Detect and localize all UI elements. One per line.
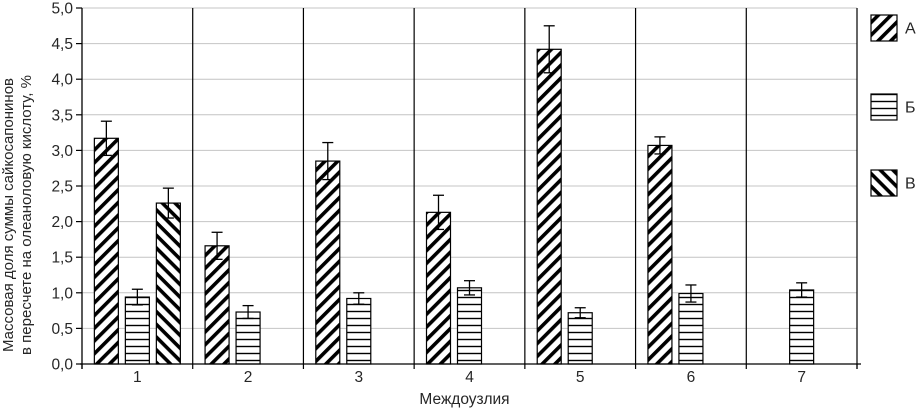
bar-Б-1 [124,296,150,365]
legend-label: Б [905,100,916,117]
bar-Б-2 [235,311,261,365]
legend-item-Б: Б [870,93,916,121]
bar-Б-6 [678,292,704,365]
x-axis-ticks [81,364,858,369]
bar-А-4 [425,211,452,365]
error-bar-А-6 [654,136,666,155]
x-tick-label: 6 [687,369,696,386]
y-tick-label: 2,5 [51,179,73,196]
error-bar-А-4 [433,194,444,231]
error-bar-А-3 [322,141,334,181]
legend-item-В: В [870,169,916,197]
y-tick-label: 4,5 [51,36,73,53]
y-tick-label: 0,5 [51,321,73,338]
axes [80,8,861,369]
x-tick-label: 5 [576,369,585,386]
x-tick-label: 1 [133,369,142,386]
bar-В-1 [155,202,181,365]
legend-label: А [905,21,916,38]
bar-А-6 [647,144,673,365]
legend-swatch-horizontal-icon [870,93,898,121]
bar-А-2 [204,245,230,365]
y-tick-label: 3,5 [51,107,73,124]
x-tick-label: 7 [797,369,806,386]
category-separators [192,8,858,369]
legend-item-А: А [870,14,916,42]
y-tick-label: 4,0 [51,72,73,89]
error-bar-Б-5 [574,307,586,319]
error-bar-Б-6 [685,284,697,303]
error-bar-Б-3 [353,292,365,305]
error-bar-Б-4 [464,280,475,296]
y-tick-label: 1,0 [51,285,73,302]
y-axis-title-line1: Массовая доля суммы сайкосапонинов [0,78,17,352]
error-bar-Б-2 [242,304,254,320]
legend-label: В [905,176,916,193]
y-tick-label: 2,0 [51,214,73,231]
legend-swatch-diagonal-up-icon [870,14,898,42]
bars [93,25,815,365]
legend-swatch-diagonal-down-icon [870,169,898,197]
legend: А Б В [870,14,916,197]
bar-Б-7 [789,289,815,365]
error-bar-Б-1 [131,288,143,306]
error-bar-А-5 [543,25,555,74]
error-bar-А-1 [100,120,112,157]
bar-А-3 [315,160,341,365]
error-bar-В-1 [162,187,174,219]
bar-А-1 [93,137,119,365]
x-tick-label: 4 [465,369,474,386]
y-axis-title-line2: в пересчете на олеаноловую кислоту, % [18,75,35,355]
x-tick-label: 3 [354,369,363,386]
x-axis-labels: 1 2 3 4 5 6 7 [133,369,806,386]
error-bar-А-2 [211,231,223,260]
y-tick-label: 0,0 [51,357,73,374]
bar-А-5 [536,48,562,365]
bar-Б-3 [346,297,372,365]
y-tick-label: 5,0 [51,1,73,18]
y-axis-ticks: 0,0 0,5 1,0 1,5 2,0 2,5 3,0 3,5 4,0 4,5 5,0 [51,1,82,374]
bar-Б-4 [456,287,483,365]
x-axis-title: Междоузлия [419,391,509,408]
bar-Б-5 [567,312,593,365]
x-tick-label: 2 [244,369,253,386]
y-tick-label: 1,5 [51,250,73,267]
error-bar-Б-7 [796,282,808,298]
y-tick-label: 3,0 [51,143,73,160]
